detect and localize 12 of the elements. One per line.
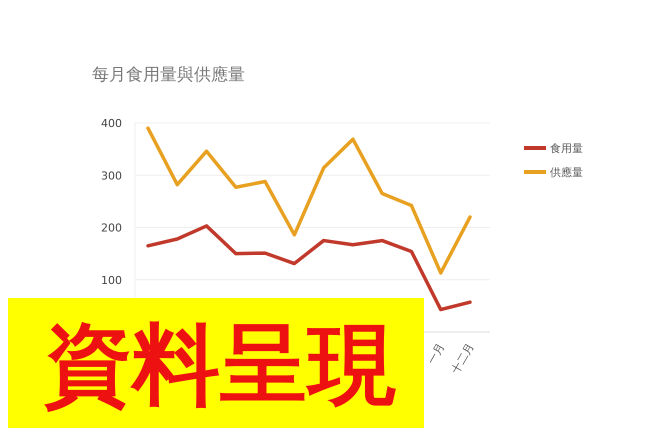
y-tick-label: 300 <box>101 169 122 182</box>
x-tick-label: 一月 <box>425 341 448 367</box>
line-series <box>146 126 472 275</box>
y-tick-label: 100 <box>101 274 122 287</box>
chart-title: 每月食用量與供應量 <box>92 65 245 85</box>
y-tick-label: 400 <box>101 117 122 130</box>
line-series <box>146 224 472 312</box>
x-tick-label: 十二月 <box>448 341 477 376</box>
annotation: 資料呈現 <box>44 313 396 416</box>
legend-label: 食用量 <box>550 142 583 155</box>
legend-label: 供應量 <box>550 166 583 179</box>
y-tick-label: 200 <box>101 222 122 234</box>
